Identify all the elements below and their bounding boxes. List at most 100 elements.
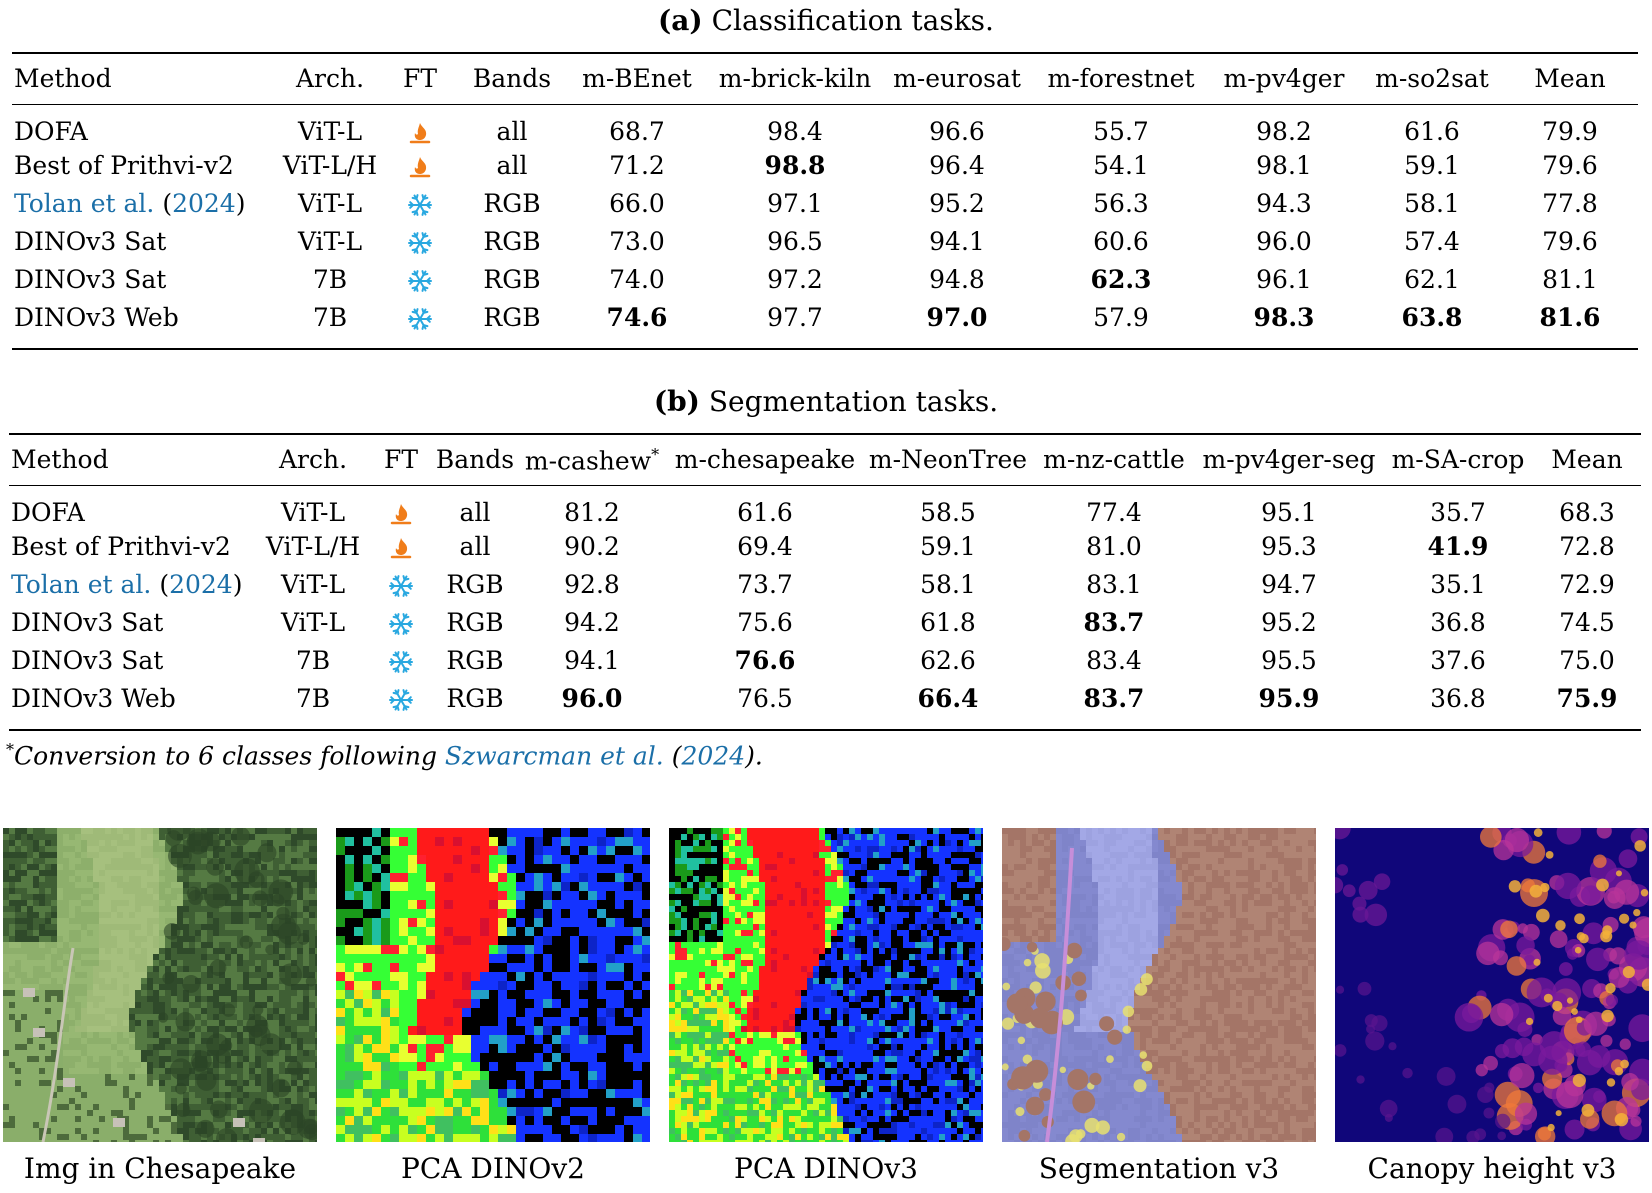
score-cell: 75.0 [1559,645,1615,675]
score-cell: 66.0 [609,188,665,218]
segmentation-bottom-rule [9,729,1641,731]
score-cell: 96.1 [1256,264,1312,294]
score-cell: 36.8 [1430,607,1486,637]
classification-header-row: Method Arch. FT Bands m-BEnet m-brick-kiln m-e… [12,54,1638,105]
segmentation-body: DOFA ViT-L all 81.2 61.6 58.5 77.4 95.1 35.7 68.3… [9,485,1641,717]
score-cell: 98.3 [1253,302,1315,332]
classification-header-m-benet: m-BEnet [562,54,712,105]
method-cell: DOFA [11,497,85,527]
footnote-year[interactable]: 2024 [681,741,746,771]
arch-cell: ViT-L/H [282,150,378,180]
score-cell: 75.9 [1556,683,1618,713]
table-row: Tolan et al. (2024) ViT-L RGB 92.8 73.7 58.1 8… [9,565,1641,603]
method-cell: DINOv3 Sat [11,607,164,637]
footnote-paren-open: ( [671,741,682,771]
score-cell: 69.4 [737,531,793,561]
score-cell: 81.0 [1086,531,1142,561]
table-row: DINOv3 Sat ViT-L RGB 73.0 96.5 94.1 60.6 96.0 57… [12,222,1638,260]
score-cell: 55.7 [1093,116,1149,146]
classification-header-ft: FT [378,54,462,105]
score-cell: 58.1 [1404,188,1460,218]
method-cell: Best of Prithvi-v2 [11,531,231,561]
score-cell: 36.8 [1430,683,1486,713]
arch-cell: ViT-L [297,188,363,218]
segmentation-table: Method Arch. FT Bands m-cashew* m-chesapeake m… [9,435,1641,717]
score-cell: 76.5 [737,683,793,713]
panel-pca-dinov2 [336,828,650,1142]
footnote-paren-close: ). [745,741,763,771]
score-cell: 96.6 [929,116,985,146]
score-cell: 59.1 [920,531,976,561]
score-cell: 97.0 [926,302,988,332]
score-cell: 61.6 [1404,116,1460,146]
classification-caption-label: (a) [658,4,703,37]
table-row: Best of Prithvi-v2 ViT-L/H all 90.2 69.4 59.1… [9,527,1641,565]
bands-cell: all [459,531,491,561]
classification-header-m-so2sat: m-so2sat [1362,54,1502,105]
bands-cell: RGB [483,188,541,218]
score-cell: 81.2 [564,497,620,527]
table-row: DINOv3 Sat ViT-L RGB 94.2 75.6 61.8 83.7 95.2 36… [9,603,1641,641]
score-cell: 94.3 [1256,188,1312,218]
score-cell: 72.8 [1559,531,1615,561]
classification-header-arch-: Arch. [282,54,378,105]
panel-segmentation [1002,828,1316,1142]
score-cell: 66.4 [917,683,979,713]
score-cell: 68.7 [609,116,665,146]
panel-label-pca-v3: PCA DINOv3 [734,1152,918,1185]
method-cell: DINOv3 Sat [14,226,167,256]
citation-year[interactable]: 2024 [172,188,236,218]
citation-link[interactable]: Tolan et al. [14,188,155,218]
score-cell: 71.2 [609,150,665,180]
bands-cell: all [496,150,528,180]
score-cell: 73.0 [609,226,665,256]
bands-cell: all [496,116,528,146]
classification-body: DOFA ViT-L all 68.7 98.4 96.6 55.7 98.2 61.6 79.9… [12,104,1638,336]
score-cell: 95.3 [1261,531,1317,561]
score-cell: 95.5 [1261,645,1317,675]
segmentation-header-ft: FT [369,435,433,486]
fire-icon [369,485,433,527]
table-row: DINOv3 Web 7B RGB 96.0 76.5 66.4 83.7 95.9 36.8 7… [9,679,1641,717]
arch-cell: 7B [295,645,331,675]
table-row: DINOv3 Web 7B RGB 74.6 97.7 97.0 57.9 98.3 63.8 8… [12,298,1638,336]
snowflake-icon [378,222,462,260]
score-cell: 98.8 [764,150,826,180]
score-cell: 83.1 [1086,569,1142,599]
table-row: DOFA ViT-L all 68.7 98.4 96.6 55.7 98.2 61.6 79.9 [12,104,1638,146]
score-cell: 96.0 [561,683,623,713]
score-cell: 95.2 [1261,607,1317,637]
bands-cell: RGB [446,683,504,713]
snowflake-icon [378,184,462,222]
score-cell: 97.2 [767,264,823,294]
score-cell: 83.7 [1083,683,1145,713]
snowflake-icon [369,565,433,603]
score-cell: 94.1 [929,226,985,256]
segmentation-header-m-neontree: m-NeonTree [863,435,1033,486]
score-cell: 62.3 [1090,264,1152,294]
footnote-cite[interactable]: Szwarcman et al. [444,741,664,771]
score-cell: 74.0 [609,264,665,294]
method-cell: DINOv3 Web [14,302,179,332]
segmentation-header-m-pv4ger-seg: m-pv4ger-seg [1195,435,1383,486]
score-cell: 94.2 [564,607,620,637]
classification-bottom-rule [12,348,1638,350]
classification-header-m-brick-kiln: m-brick-kiln [712,54,878,105]
score-cell: 37.6 [1430,645,1486,675]
classification-caption-text: Classification tasks. [711,4,994,37]
score-cell: 96.5 [767,226,823,256]
classification-header-m-forestnet: m-forestnet [1036,54,1206,105]
snowflake-icon [369,641,433,679]
arch-cell: 7B [312,264,348,294]
score-cell: 60.6 [1093,226,1149,256]
score-cell: 98.4 [767,116,823,146]
score-cell: 94.8 [929,264,985,294]
score-cell: 94.7 [1261,569,1317,599]
citation-link[interactable]: Tolan et al. [11,569,152,599]
score-cell: 97.1 [767,188,823,218]
snowflake-icon [369,603,433,641]
method-cell: DINOv3 Web [11,683,176,713]
score-cell: 58.5 [920,497,976,527]
citation-year[interactable]: 2024 [169,569,233,599]
segmentation-header-m-cashew: m-cashew* [517,435,667,486]
